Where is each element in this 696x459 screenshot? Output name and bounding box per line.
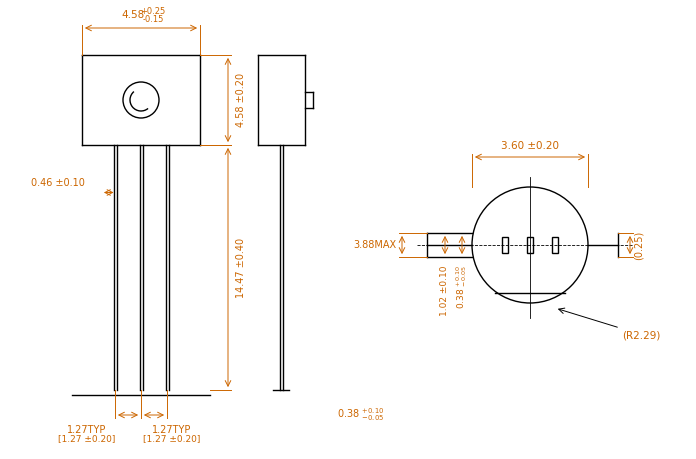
Text: 0.38 $^{+0.10}_{-0.05}$: 0.38 $^{+0.10}_{-0.05}$ — [337, 407, 384, 423]
Text: +0.25: +0.25 — [141, 7, 166, 16]
Text: 0.38 $^{+0.10}_{-0.05}$: 0.38 $^{+0.10}_{-0.05}$ — [454, 265, 470, 309]
Text: 1.02 ±0.10: 1.02 ±0.10 — [441, 265, 450, 315]
Text: [1.27 ±0.20]: [1.27 ±0.20] — [58, 434, 116, 443]
Text: 0.46 ±0.10: 0.46 ±0.10 — [31, 178, 85, 187]
Text: 1.27TYP: 1.27TYP — [68, 425, 106, 435]
Text: -0.15: -0.15 — [142, 15, 164, 24]
Text: 3.60 ±0.20: 3.60 ±0.20 — [501, 141, 559, 151]
Bar — [552, 237, 558, 253]
Text: 1.27TYP: 1.27TYP — [152, 425, 191, 435]
Text: 4.58 ±0.20: 4.58 ±0.20 — [236, 73, 246, 127]
Text: (R2.29): (R2.29) — [622, 331, 661, 341]
Text: 14.47 ±0.40: 14.47 ±0.40 — [236, 237, 246, 297]
Text: 4.58: 4.58 — [121, 10, 145, 20]
Text: (0.25): (0.25) — [634, 230, 644, 260]
Text: 3.88MAX: 3.88MAX — [353, 240, 396, 250]
Bar — [502, 237, 508, 253]
Text: [1.27 ±0.20]: [1.27 ±0.20] — [143, 434, 200, 443]
Bar — [527, 237, 533, 253]
